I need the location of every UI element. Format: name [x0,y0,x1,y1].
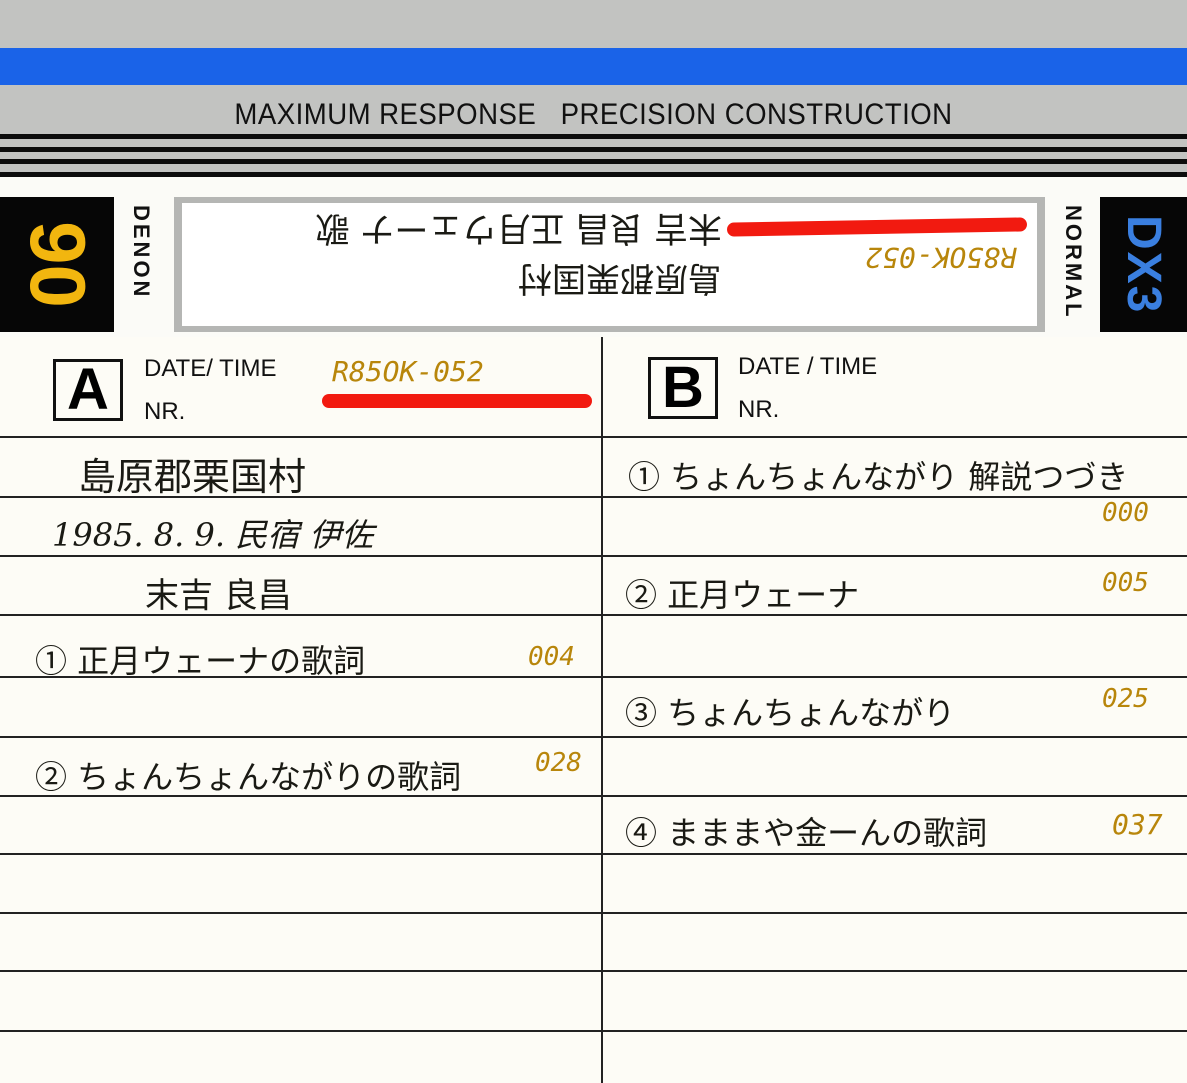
black-rule [0,159,1187,164]
black-rule [0,147,1187,152]
tagline: MAXIMUM RESPONSE PRECISION CONSTRUCTION [234,98,953,131]
side-a-date-label: DATE/ TIME [144,355,277,382]
red-marker-stroke [322,394,592,408]
side-b-track-2: ② 正月ウェーナ [625,576,860,614]
tape-length: 90 [0,197,114,332]
spine-line-2: 島原郡栗国村 [518,258,722,298]
side-b-badge: B [648,357,718,419]
side-a-nr-label: NR. [144,398,186,425]
spine-code: R85OK-052 [865,241,1017,274]
side-b-track-3: ③ ちょんちょんながり [625,694,956,732]
tape-length-text: 90 [13,221,102,308]
ruled-line [0,970,1187,972]
side-b-date-label: DATE / TIME [738,353,878,380]
ruled-line [0,496,1187,498]
ruled-line [0,795,1187,797]
tape-type: NORMAL [1061,205,1086,320]
performer: 末吉 良昌 [145,576,292,616]
ruled-line [0,676,1187,678]
ruled-line [0,736,1187,738]
length-box [0,197,114,332]
ruled-line [0,614,1187,616]
top-band [0,0,1187,180]
spine-line-1: 末吉 良昌 正月ウェーナ 歌 [315,208,722,248]
ruled-line [0,436,1187,438]
black-rule [0,134,1187,139]
side-b-counter-4: 037 [1112,808,1163,841]
date-place: 1985. 8. 9. 民宿 伊佐 [52,516,374,554]
side-b-track-4: ④ まままや金ーんの歌詞 [625,814,988,852]
column-divider [601,337,603,1083]
side-a-counter-1: 004 [528,642,575,672]
model-box: DX3 [1100,197,1187,332]
side-b-nr-label: NR. [738,396,780,423]
side-a-counter-2: 028 [535,748,582,778]
side-a-track-1: ① 正月ウェーナの歌詞 [35,642,366,680]
black-rule [0,172,1187,177]
location: 島原郡栗国村 [78,455,307,499]
blue-stripe [0,48,1187,85]
brand-logo: DENON [129,205,154,300]
side-b-counter-2: 005 [1102,568,1149,598]
ruled-line [0,853,1187,855]
side-a-code: R85OK-052 [332,355,484,388]
ruled-line [0,912,1187,914]
ruled-line [0,555,1187,557]
side-b-counter-3: 025 [1102,684,1149,714]
side-a-track-2: ② ちょんちょんながりの歌詞 [35,758,462,796]
model-name: DX3 [1117,214,1170,315]
spine-label: 末吉 良昌 正月ウェーナ 歌 島原郡栗国村 R85OK-052 [174,197,1045,332]
side-b-track-1: ① ちょんちょんながり 解説つづき [628,458,1129,496]
red-marker-stroke [726,217,1028,237]
side-b-counter-1: 000 [1102,498,1149,528]
ruled-line [0,1030,1187,1032]
side-a-badge: A [53,359,123,421]
